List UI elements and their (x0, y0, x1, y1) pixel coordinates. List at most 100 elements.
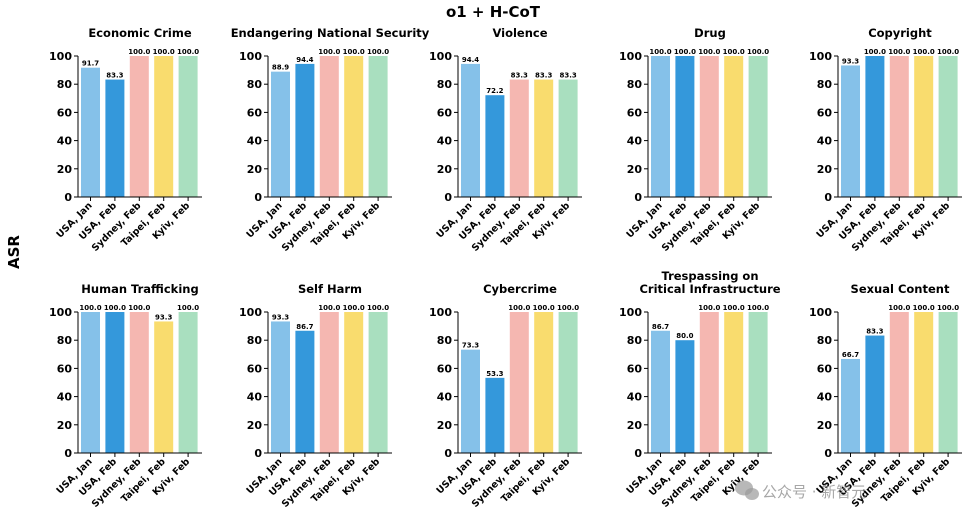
bar-value-label: 100.0 (177, 304, 199, 312)
y-tick-label: 100 (49, 306, 72, 319)
bar-taipei-feb (154, 321, 174, 453)
panel-title: Endangering National Security (231, 26, 430, 40)
bar-usa-jan (841, 65, 860, 198)
y-tick-label: 100 (429, 306, 452, 319)
y-tick-label: 60 (437, 106, 453, 119)
bar-value-label: 100.0 (747, 48, 769, 56)
bar-value-label: 88.9 (272, 64, 289, 72)
bar-value-label: 100.0 (318, 48, 340, 56)
bar-value-label: 100.0 (343, 304, 365, 312)
y-tick-label: 40 (247, 391, 263, 404)
bar-value-label: 100.0 (367, 48, 389, 56)
y-tick-label: 20 (247, 419, 263, 432)
bar-usa-feb (295, 330, 315, 453)
bar-taipei-feb (914, 312, 934, 453)
watermark-text: 公众号 · 新智元 (762, 483, 866, 501)
bar-value-label: 100.0 (508, 304, 530, 312)
bar-taipei-feb (724, 56, 744, 197)
y-tick-label: 100 (239, 306, 262, 319)
bar-sydney-feb (319, 312, 339, 453)
bar-value-label: 100.0 (367, 304, 389, 312)
bar-usa-feb (105, 312, 125, 453)
bar-usa-feb (865, 335, 885, 453)
y-tick-label: 20 (57, 163, 73, 176)
bar-kyiv-feb (368, 56, 388, 197)
y-tick-label: 80 (817, 334, 833, 347)
y-tick-label: 60 (817, 106, 833, 119)
bar-value-label: 66.7 (842, 351, 859, 359)
bar-value-label: 100.0 (128, 304, 150, 312)
bar-value-label: 53.3 (486, 370, 503, 378)
bar-value-label: 93.3 (272, 313, 289, 321)
bar-value-label: 100.0 (128, 48, 150, 56)
bar-value-label: 93.3 (842, 57, 859, 65)
panel-title: Cybercrime (483, 282, 557, 296)
bar-sydney-feb (889, 56, 909, 197)
bar-usa-feb (675, 56, 695, 197)
bar-sydney-feb (889, 312, 909, 453)
bar-value-label: 100.0 (79, 304, 101, 312)
y-tick-label: 100 (809, 50, 832, 63)
y-tick-label: 60 (817, 362, 833, 375)
bar-kyiv-feb (748, 312, 768, 453)
bar-value-label: 100.0 (888, 48, 910, 56)
bar-value-label: 100.0 (153, 48, 175, 56)
y-axis-label: ASR (5, 235, 23, 269)
bar-value-label: 93.3 (155, 313, 172, 321)
bar-sydney-feb (699, 312, 719, 453)
bar-value-label: 72.2 (486, 87, 503, 95)
y-tick-label: 100 (49, 50, 72, 63)
y-tick-label: 0 (254, 447, 262, 460)
y-tick-label: 0 (254, 191, 262, 204)
y-tick-label: 0 (64, 447, 72, 460)
panel-title: Trespassing on Critical Infrastructure (639, 269, 780, 296)
bar-value-label: 100.0 (937, 48, 959, 56)
panel-title: Drug (694, 26, 726, 40)
y-tick-label: 60 (57, 106, 73, 119)
y-tick-label: 60 (437, 362, 453, 375)
bar-sydney-feb (129, 312, 149, 453)
bar-usa-feb (485, 377, 505, 453)
bar-value-label: 83.3 (559, 72, 576, 80)
bar-kyiv-feb (558, 79, 578, 197)
y-tick-label: 60 (627, 362, 643, 375)
panel-title: Human Trafficking (81, 282, 198, 296)
bar-sydney-feb (699, 56, 719, 197)
bar-usa-jan (271, 71, 290, 197)
bar-value-label: 100.0 (674, 48, 696, 56)
y-tick-label: 0 (444, 447, 452, 460)
y-tick-label: 80 (437, 78, 453, 91)
y-tick-label: 0 (824, 191, 832, 204)
y-tick-label: 20 (437, 163, 453, 176)
bar-value-label: 100.0 (723, 304, 745, 312)
bar-value-label: 100.0 (533, 304, 555, 312)
y-tick-label: 60 (57, 362, 73, 375)
y-tick-label: 60 (627, 106, 643, 119)
y-tick-label: 20 (57, 419, 73, 432)
bar-value-label: 100.0 (913, 304, 935, 312)
bar-value-label: 100.0 (888, 304, 910, 312)
bar-usa-jan (271, 321, 290, 453)
bar-kyiv-feb (178, 56, 198, 197)
bar-value-label: 100.0 (913, 48, 935, 56)
bar-value-label: 100.0 (343, 48, 365, 56)
bar-value-label: 100.0 (723, 48, 745, 56)
y-tick-label: 100 (429, 50, 452, 63)
y-tick-label: 100 (809, 306, 832, 319)
bar-value-label: 80.0 (676, 332, 693, 340)
bar-value-label: 73.3 (462, 342, 479, 350)
bar-kyiv-feb (368, 312, 388, 453)
bar-value-label: 94.4 (296, 56, 313, 64)
y-tick-label: 40 (817, 391, 833, 404)
y-tick-label: 60 (247, 362, 263, 375)
bar-value-label: 83.3 (511, 72, 528, 80)
bar-usa-feb (105, 79, 125, 197)
bar-value-label: 100.0 (937, 304, 959, 312)
